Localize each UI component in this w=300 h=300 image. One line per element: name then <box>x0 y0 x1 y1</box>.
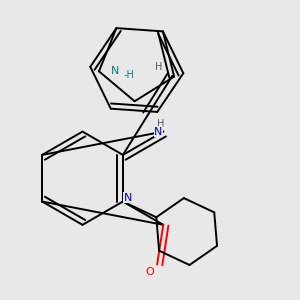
Text: N: N <box>154 127 163 136</box>
Text: H: H <box>155 62 163 72</box>
Text: H: H <box>158 119 165 129</box>
Text: O: O <box>146 267 154 277</box>
Text: N: N <box>124 193 132 203</box>
Text: N: N <box>111 66 120 76</box>
Text: -H: -H <box>124 70 134 80</box>
